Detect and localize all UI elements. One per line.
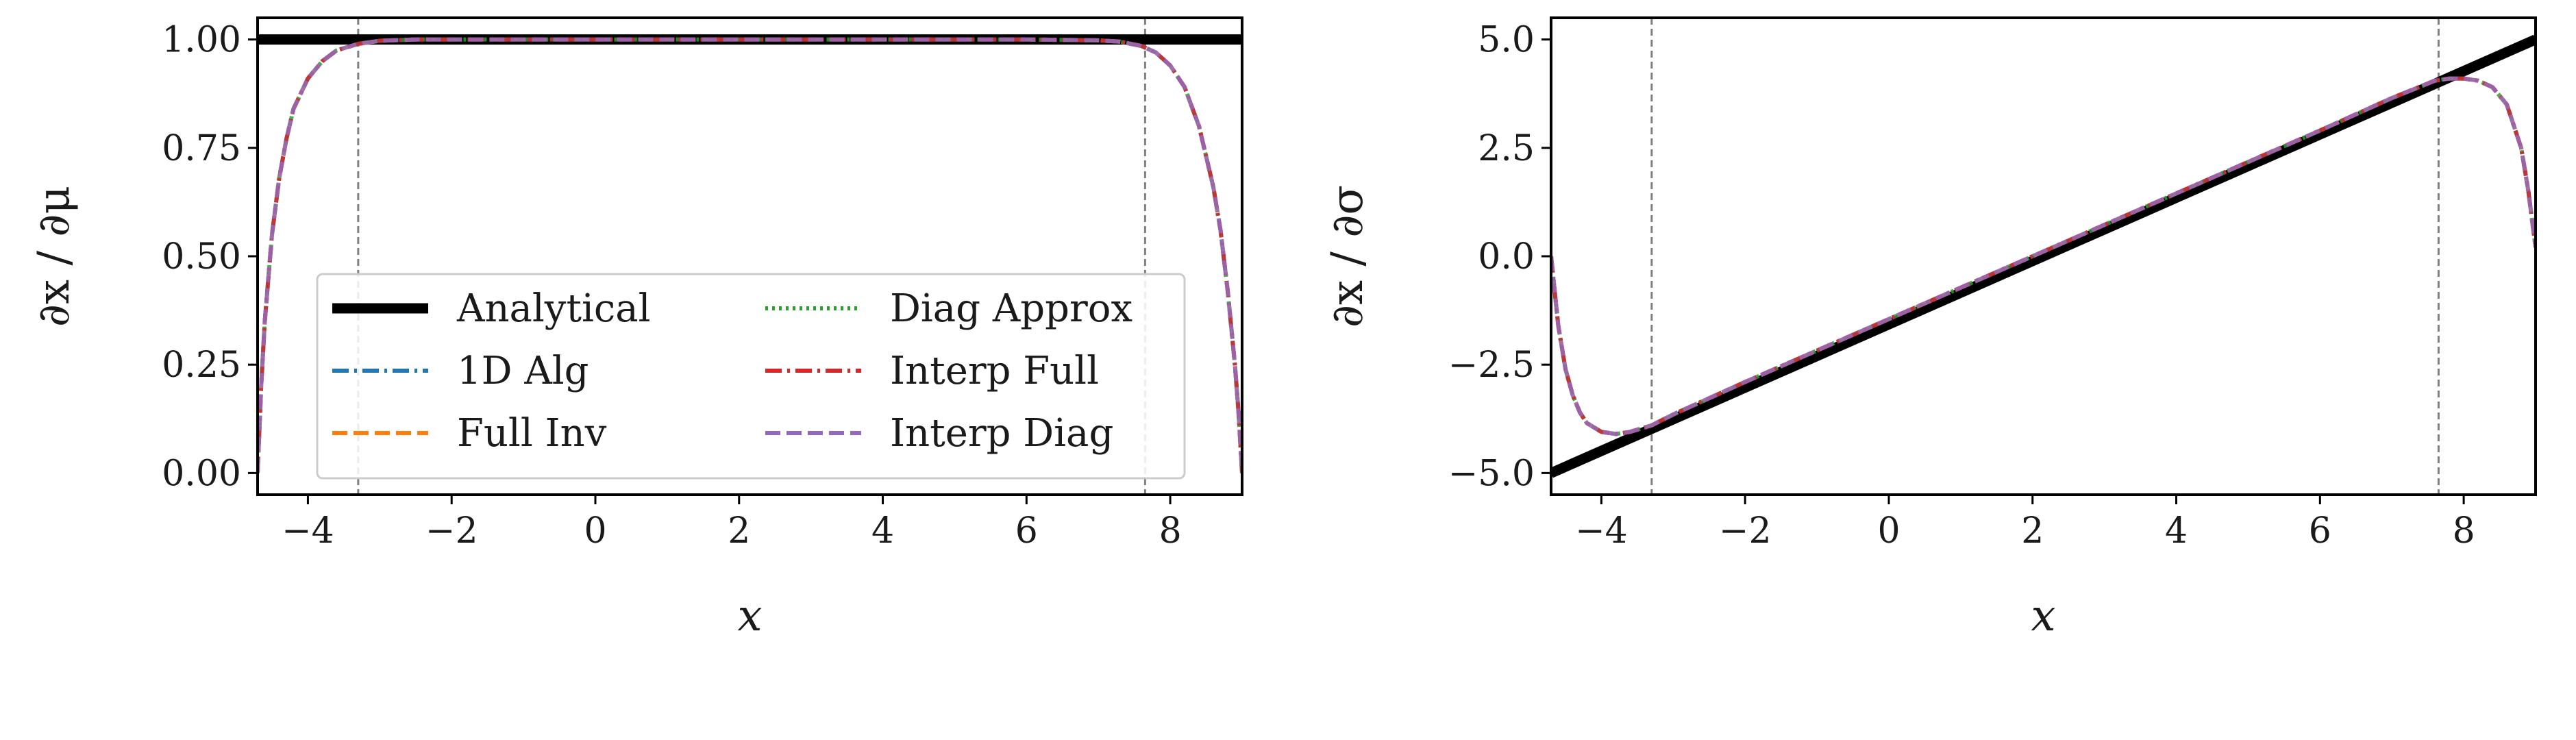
legend-label: Analytical xyxy=(456,286,651,331)
y-tick-label: 0.0 xyxy=(1478,236,1535,278)
x-tick-label: 6 xyxy=(1015,510,1038,552)
x-tick-label: −2 xyxy=(425,510,478,552)
x-tick-label: 6 xyxy=(2309,510,2331,552)
y-tick-label: 0.25 xyxy=(162,345,241,386)
y-tick-label: 0.00 xyxy=(162,453,241,494)
y-tick-label: 0.50 xyxy=(162,236,241,278)
chart-panel-right: −4 −2 0 2 4 6 8 −5.0 −2.5 0.0 2.5 5.0 x ∂x / ∂σ xyxy=(1322,16,2537,641)
legend-label: Diag Approx xyxy=(890,286,1132,331)
x-tick-label: −4 xyxy=(282,510,334,552)
series-group xyxy=(258,34,1242,473)
y-tick-label: 1.00 xyxy=(162,20,241,61)
x-tick-label: 0 xyxy=(1877,510,1900,552)
x-tick-label: 4 xyxy=(2165,510,2188,552)
x-tick-label: −4 xyxy=(1575,510,1628,552)
y-axis-label: ∂x / ∂σ xyxy=(1322,185,1373,328)
series-line-interp-diag xyxy=(1551,76,2536,436)
x-axis-label: x xyxy=(2031,591,2055,641)
legend-label: Interp Diag xyxy=(890,411,1113,456)
series-line-analytical xyxy=(1551,34,2536,478)
x-tick-label: 8 xyxy=(2453,510,2475,552)
chart-panel-left: −4 −2 0 2 4 6 8 0.00 0.25 0.50 0.75 1.00 x ∂x / ∂μ Ana… xyxy=(29,16,1243,641)
legend-label: Full Inv xyxy=(457,411,607,456)
y-tick-label: 5.0 xyxy=(1478,20,1535,61)
y-tick-label: 0.75 xyxy=(162,128,241,169)
legend-box xyxy=(316,273,1186,480)
series-group xyxy=(1551,34,2536,478)
y-tick-label: −2.5 xyxy=(1448,345,1535,386)
x-axis-label: x xyxy=(737,591,762,641)
x-tick-label: −2 xyxy=(1719,510,1772,552)
y-tick-label: 2.5 xyxy=(1478,128,1535,169)
y-tick-label: −5.0 xyxy=(1448,453,1535,494)
x-tick-label: 4 xyxy=(871,510,894,552)
x-tick-label: 0 xyxy=(584,510,606,552)
legend-label: Interp Full xyxy=(890,349,1099,393)
legend-label: 1D Alg xyxy=(457,349,589,393)
series-line-interp-full xyxy=(258,37,1242,473)
x-tick-label: 8 xyxy=(1159,510,1182,552)
x-tick-label: 2 xyxy=(2021,510,2044,552)
x-tick-label: 2 xyxy=(728,510,750,552)
series-line-interp-diag xyxy=(258,37,1242,473)
legend: Analytical 1D Alg Full Inv Diag Approx Inter… xyxy=(316,273,1186,480)
y-axis-label: ∂x / ∂μ xyxy=(29,186,79,327)
